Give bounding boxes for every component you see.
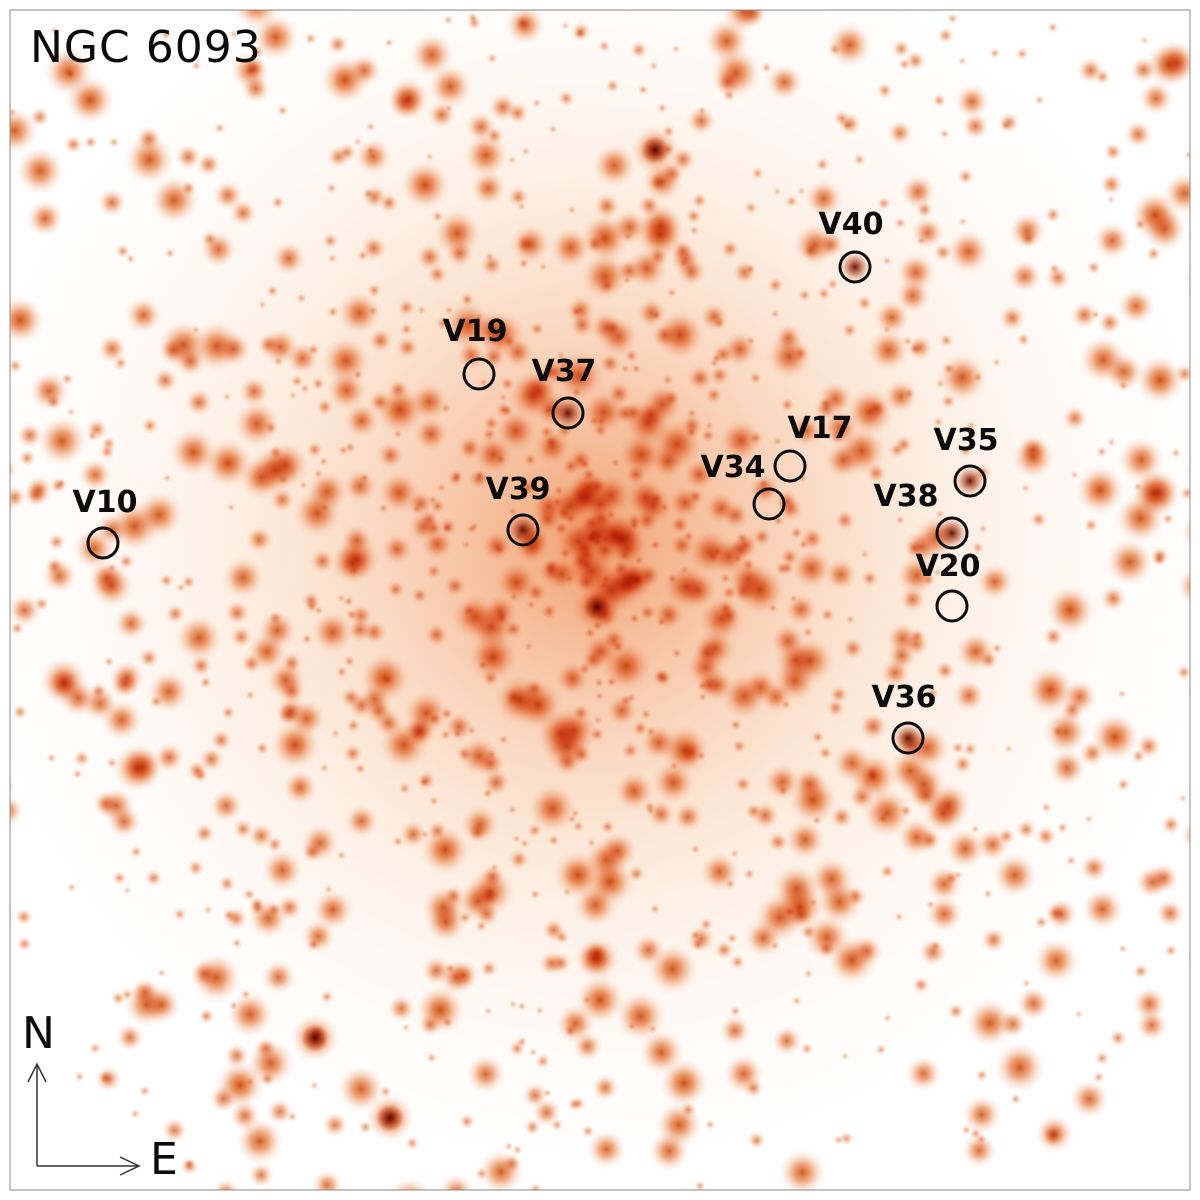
east-arrowhead (119, 1156, 141, 1176)
variable-label: V35 (933, 423, 999, 458)
variable-marker-circle (838, 250, 872, 284)
variable-marker-circle (935, 516, 969, 550)
variable-label: V19 (442, 314, 508, 349)
variable-marker-circle (935, 589, 969, 623)
variable-marker-circle (86, 526, 120, 560)
compass-north-label: N (22, 1008, 55, 1059)
cluster-title: NGC 6093 (30, 22, 262, 73)
variable-label: V37 (531, 354, 597, 389)
variable-label: V39 (485, 472, 551, 507)
variable-label: V36 (871, 680, 937, 715)
variable-label: V40 (818, 207, 884, 242)
variable-marker-circle (551, 396, 585, 430)
variable-label: V34 (700, 450, 766, 485)
variable-label: V17 (787, 411, 853, 446)
variable-marker-circle (752, 487, 786, 521)
variable-marker-circle (506, 513, 540, 547)
compass-arrows (27, 1062, 141, 1176)
variable-marker-circle (773, 449, 807, 483)
variable-markers (86, 250, 987, 755)
compass-east-label: E (150, 1134, 178, 1185)
variable-marker-circle (462, 357, 496, 391)
variable-label: V20 (915, 549, 981, 584)
variable-marker-circle (891, 721, 925, 755)
north-arrowhead (27, 1062, 47, 1083)
variable-label: V38 (873, 479, 939, 514)
image-border (9, 9, 1191, 1191)
variable-label: V10 (72, 485, 138, 520)
variable-marker-circle (953, 464, 987, 498)
